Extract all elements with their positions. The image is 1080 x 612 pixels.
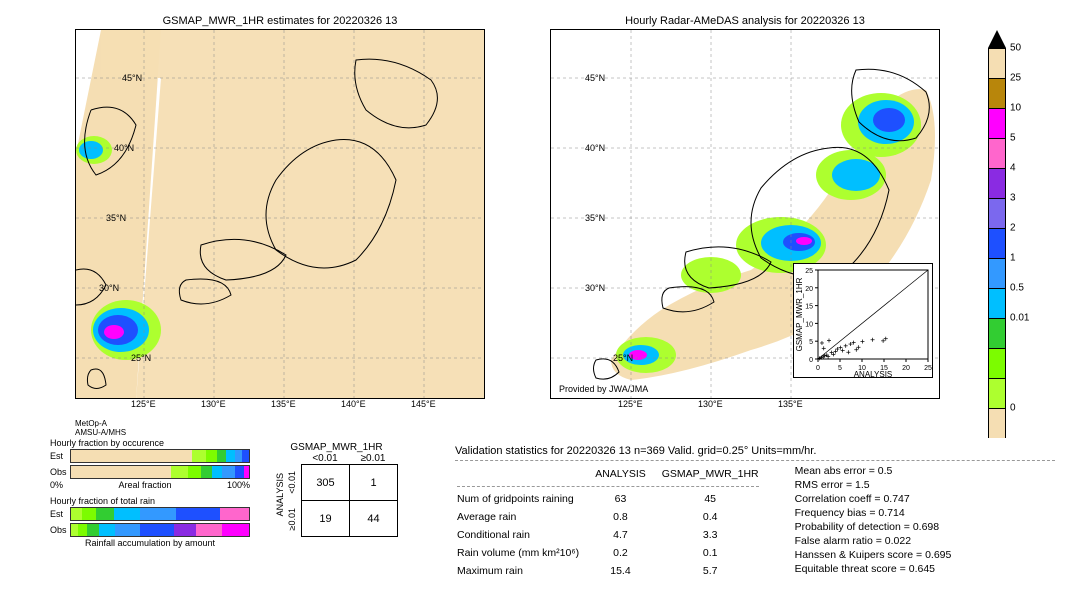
row-label: ≥0.01 — [287, 508, 301, 530]
right-map: 45°N 40°N 35°N 30°N 25°N Provided by JWA… — [550, 29, 940, 399]
lon-tick: 145°E — [411, 399, 436, 409]
lon-tick: 135°E — [271, 399, 296, 409]
cell: 44 — [350, 501, 398, 537]
contingency-table: 3051 1944 — [301, 464, 398, 537]
provider-label: Provided by JWA/JMA — [559, 384, 648, 394]
svg-text:GSMAP_MWR_1HR: GSMAP_MWR_1HR — [795, 277, 804, 351]
svg-text:25: 25 — [924, 365, 932, 372]
sensor-label: AMSU-A/MHS — [75, 428, 485, 437]
svg-text:35°N: 35°N — [106, 213, 126, 223]
xaxis2-label: Rainfall accumulation by amount — [50, 538, 250, 548]
svg-text:0: 0 — [816, 365, 820, 372]
row-label: Est — [50, 451, 70, 461]
svg-text:15: 15 — [805, 304, 813, 311]
lon-tick: 135°E — [778, 399, 803, 409]
svg-text:30°N: 30°N — [585, 283, 605, 293]
cell: 1 — [350, 465, 398, 501]
fraction-bar — [70, 523, 250, 537]
cell: 305 — [302, 465, 350, 501]
row-label: <0.01 — [287, 471, 301, 494]
lon-tick: 125°E — [131, 399, 156, 409]
contingency-title: GSMAP_MWR_1HR — [275, 442, 398, 453]
fraction-bar — [70, 449, 250, 463]
lon-tick: 130°E — [698, 399, 723, 409]
svg-text:5: 5 — [838, 365, 842, 372]
svg-text:25°N: 25°N — [613, 353, 633, 363]
left-map-title: GSMAP_MWR_1HR estimates for 20220326 13 — [75, 15, 485, 27]
contingency-row-axis: ANALYSIS — [275, 473, 285, 516]
svg-text:35°N: 35°N — [585, 213, 605, 223]
xaxis-label: Areal fraction — [118, 480, 171, 490]
svg-text:40°N: 40°N — [114, 143, 134, 153]
xaxis-right: 100% — [227, 480, 250, 490]
svg-text:25°N: 25°N — [131, 353, 151, 363]
svg-text:45°N: 45°N — [122, 73, 142, 83]
left-map: 45°N 40°N 35°N 30°N 25°N — [75, 29, 485, 399]
fraction-bar — [70, 465, 250, 479]
svg-text:0: 0 — [809, 357, 813, 364]
lon-tick: 130°E — [201, 399, 226, 409]
satellite-label: MetOp-A — [75, 419, 485, 428]
colorbar: 502510543210.50.010 — [988, 30, 1006, 438]
svg-text:20: 20 — [805, 286, 813, 293]
validation-scores: Mean abs error = 0.5RMS error = 1.5Corre… — [795, 464, 952, 581]
fraction-bar — [70, 507, 250, 521]
frac-occ-title: Hourly fraction by occurence — [50, 438, 250, 448]
svg-text:30°N: 30°N — [99, 283, 119, 293]
cell: 19 — [302, 501, 350, 537]
col-label: <0.01 — [301, 453, 349, 464]
svg-text:40°N: 40°N — [585, 143, 605, 153]
col-header: GSMAP_MWR_1HR — [662, 466, 773, 482]
row-label: Obs — [50, 525, 70, 535]
col-label: ≥0.01 — [349, 453, 397, 464]
svg-text:20: 20 — [902, 365, 910, 372]
scatter-plot: 00551010151520202525ANALYSISGSMAP_MWR_1H… — [793, 263, 933, 378]
svg-text:ANALYSIS: ANALYSIS — [854, 370, 893, 379]
validation-table: ANALYSISGSMAP_MWR_1HR Num of gridpoints … — [455, 464, 775, 581]
svg-text:25: 25 — [805, 268, 813, 275]
frac-tot-title: Hourly fraction of total rain — [50, 496, 250, 506]
validation-header: Validation statistics for 20220326 13 n=… — [455, 445, 1055, 457]
lon-tick: 140°E — [341, 399, 366, 409]
svg-text:45°N: 45°N — [585, 73, 605, 83]
svg-text:10: 10 — [805, 321, 813, 328]
lon-tick: 125°E — [618, 399, 643, 409]
row-label: Est — [50, 509, 70, 519]
xaxis-left: 0% — [50, 480, 63, 490]
row-label: Obs — [50, 467, 70, 477]
svg-text:5: 5 — [809, 339, 813, 346]
right-map-title: Hourly Radar-AMeDAS analysis for 2022032… — [550, 15, 940, 27]
col-header: ANALYSIS — [595, 466, 660, 482]
